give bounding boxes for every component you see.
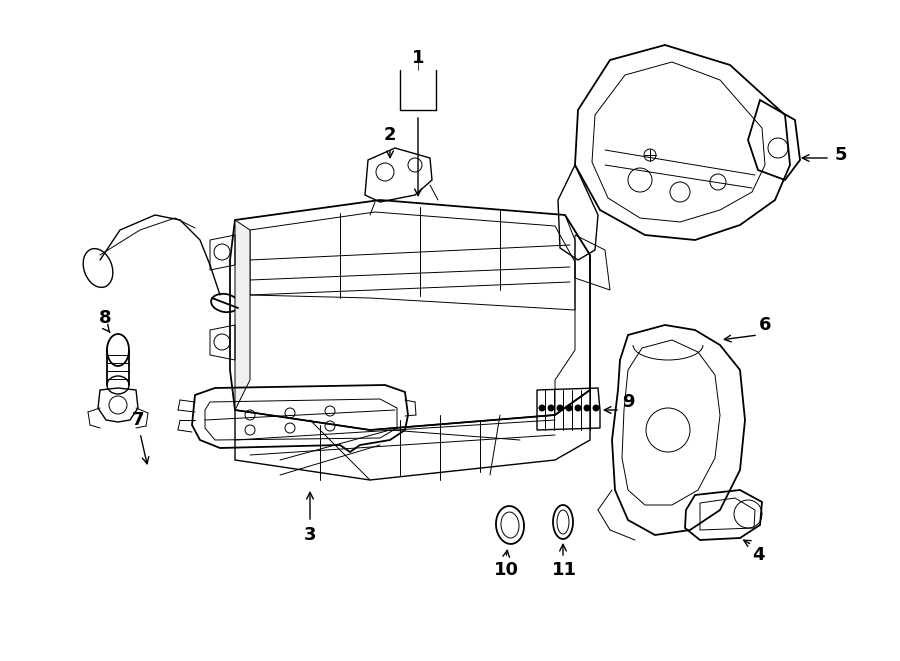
- Circle shape: [593, 405, 599, 411]
- Text: 3: 3: [304, 526, 316, 544]
- Circle shape: [539, 405, 545, 411]
- Text: 6: 6: [759, 316, 771, 334]
- Circle shape: [557, 405, 563, 411]
- Text: 2: 2: [383, 126, 396, 144]
- Polygon shape: [235, 220, 250, 410]
- Text: 10: 10: [493, 561, 518, 579]
- Text: 4: 4: [752, 546, 764, 564]
- Text: 5: 5: [835, 146, 848, 164]
- Circle shape: [575, 405, 581, 411]
- Circle shape: [548, 405, 554, 411]
- Text: 9: 9: [622, 393, 634, 411]
- Circle shape: [584, 405, 590, 411]
- Circle shape: [566, 405, 572, 411]
- Text: 7: 7: [131, 411, 144, 429]
- Text: 11: 11: [552, 561, 577, 579]
- Text: 8: 8: [99, 309, 112, 327]
- Text: 1: 1: [412, 49, 424, 67]
